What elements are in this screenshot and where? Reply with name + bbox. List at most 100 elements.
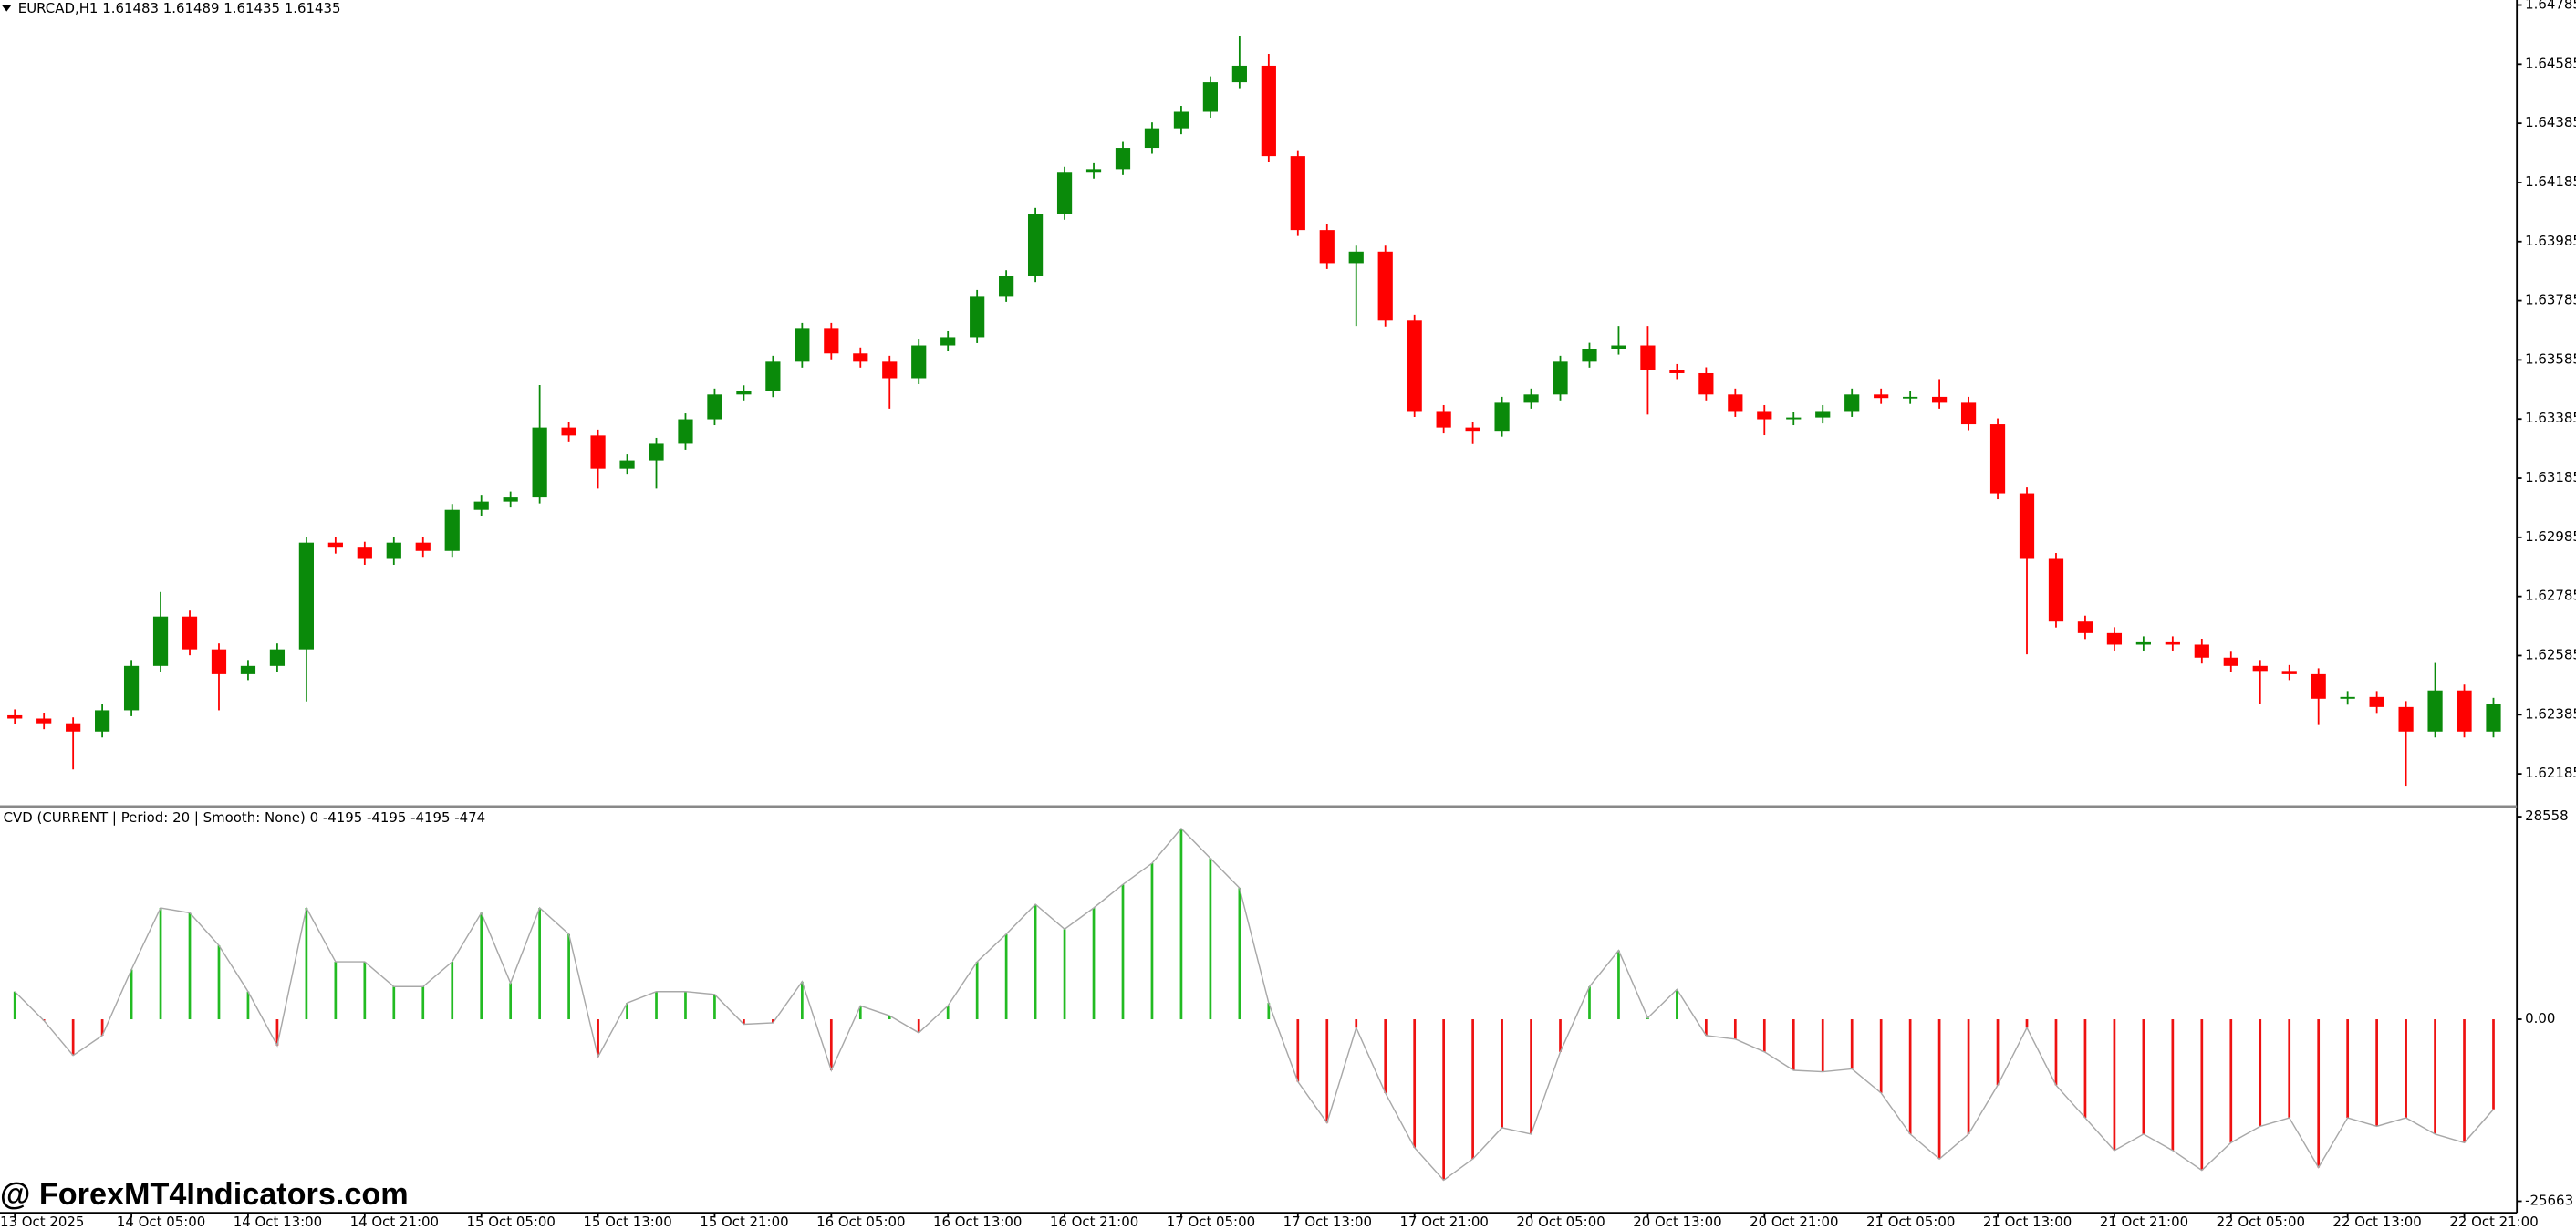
x-tick-label: 21 Oct 05:00 (1866, 1214, 1955, 1230)
candle-body (1582, 349, 1597, 362)
y-tick-label: 1.63785 (2525, 292, 2576, 308)
x-tick-label: 17 Oct 21:00 (1399, 1214, 1488, 1230)
candle-body (678, 419, 693, 444)
cvd-bar (2200, 1019, 2204, 1171)
cvd-bar (1442, 1019, 1445, 1181)
candle-body (7, 714, 23, 719)
candle-body (123, 665, 140, 711)
cvd-bar (567, 933, 570, 1020)
candle-body (561, 427, 576, 436)
candle-body (1290, 156, 1305, 231)
symbol-menu-arrow[interactable] (1, 5, 12, 12)
y-tick-label: 28558 (2525, 808, 2569, 824)
candle-body (1786, 417, 1802, 420)
candle-body (444, 509, 460, 551)
candle-body (2340, 696, 2355, 699)
cvd-bar (1733, 1019, 1737, 1039)
candle-body (1960, 402, 1977, 425)
cvd-bar (1355, 1019, 1358, 1028)
cvd-bar (480, 912, 483, 1020)
y-tick-label: 1.62785 (2525, 588, 2576, 604)
cvd-bar (159, 908, 162, 1020)
candle-body (970, 296, 985, 338)
x-tick-label: 14 Oct 13:00 (234, 1214, 322, 1230)
x-tick-label: 20 Oct 05:00 (1516, 1214, 1605, 1230)
candle-body (473, 501, 489, 510)
cvd-bar (363, 962, 367, 1020)
cvd-bar (2054, 1019, 2058, 1086)
candle-body (736, 391, 752, 395)
candle-body (1553, 361, 1568, 395)
cvd-bar (1501, 1019, 1503, 1128)
candle-body (2106, 632, 2123, 645)
candle-body (240, 665, 256, 674)
cvd-bar (2434, 1019, 2436, 1134)
cvd-bar (772, 1019, 774, 1023)
cvd-bar (2025, 1019, 2029, 1028)
x-tick-label: 15 Oct 05:00 (466, 1214, 555, 1230)
cvd-bar (1471, 1019, 1474, 1160)
cvd-bar (1384, 1019, 1387, 1093)
cvd-bar (1121, 884, 1125, 1020)
cvd-bar (1559, 1019, 1562, 1052)
x-tick-label: 15 Oct 13:00 (583, 1214, 671, 1230)
y-tick-label: 1.62385 (2525, 705, 2576, 722)
candle-body (882, 361, 898, 379)
candle-body (1377, 251, 1393, 321)
x-tick-label: 17 Oct 05:00 (1167, 1214, 1255, 1230)
candle-body (707, 394, 722, 420)
candle-body (269, 649, 286, 666)
x-tick-label: 22 Oct 13:00 (2332, 1214, 2421, 1230)
candle-body (1815, 411, 1831, 418)
candle-body (2048, 558, 2064, 622)
cvd-bar (130, 969, 133, 1020)
candle-body (327, 542, 343, 548)
cvd-bar (1937, 1019, 1941, 1160)
cvd-bar (626, 1003, 628, 1020)
cvd-bar (2229, 1019, 2233, 1143)
candle-body (95, 710, 110, 732)
candle-body (999, 276, 1014, 297)
candle-body (503, 497, 518, 502)
cvd-bar (1150, 863, 1154, 1020)
candle-body (2281, 671, 2297, 674)
x-tick-label: 20 Oct 13:00 (1633, 1214, 1721, 1230)
candle-body (2077, 621, 2093, 633)
x-tick-label: 16 Oct 05:00 (816, 1214, 905, 1230)
candle-body (2311, 673, 2326, 699)
cvd-bar (2142, 1019, 2145, 1134)
candle-body (940, 337, 956, 346)
candle-body (1027, 214, 1044, 276)
x-tick-label: 15 Oct 21:00 (700, 1214, 788, 1230)
cvd-bar (975, 962, 979, 1020)
x-tick-label: 14 Oct 05:00 (117, 1214, 205, 1230)
cvd-bar (188, 912, 192, 1020)
cvd-bar (2288, 1019, 2291, 1119)
candle-body (619, 460, 635, 469)
cvd-bar (392, 986, 396, 1020)
candle-body (36, 718, 52, 724)
candle-body (386, 542, 401, 559)
cvd-bar (1238, 888, 1241, 1020)
y-tick-label: 1.64785 (2525, 0, 2576, 13)
cvd-bar (1209, 858, 1212, 1020)
cvd-bar (246, 991, 250, 1020)
candle-body (298, 542, 314, 650)
cvd-bar (1063, 929, 1066, 1020)
y-tick-label: 1.63185 (2525, 469, 2576, 485)
cvd-bar (1617, 950, 1620, 1020)
cvd-bar (1908, 1019, 1912, 1134)
candle-body (1757, 411, 1772, 420)
cvd-bar (1179, 828, 1183, 1020)
cvd-bar (509, 983, 513, 1020)
candle-body (1874, 394, 1889, 399)
candle-body (1173, 111, 1189, 129)
cvd-bar (713, 994, 716, 1020)
x-tick-label: 20 Oct 21:00 (1750, 1214, 1838, 1230)
cvd-bar (1588, 986, 1591, 1020)
candle-body (2398, 706, 2414, 732)
y-tick-label: 1.64185 (2525, 173, 2576, 190)
candle-body (1115, 148, 1131, 170)
candle-body (415, 542, 431, 551)
